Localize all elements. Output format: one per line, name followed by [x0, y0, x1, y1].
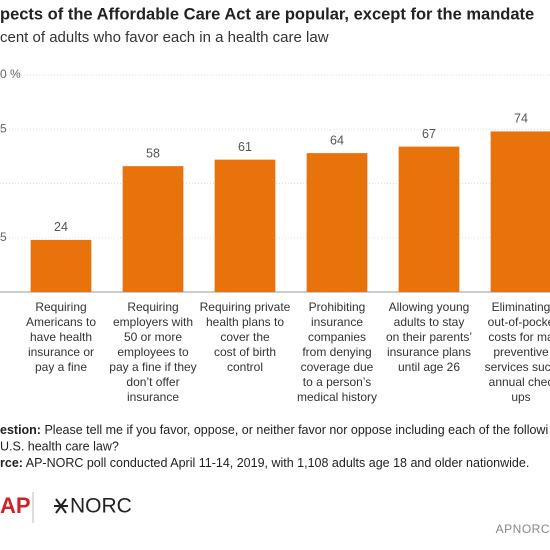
- question-note: estion: Please tell me if you favor, opp…: [0, 423, 548, 437]
- bar: [306, 153, 368, 292]
- value-label: 67: [422, 127, 436, 141]
- chart-subtitle: cent of adults who favor each in a healt…: [0, 29, 329, 46]
- value-label: 24: [54, 220, 68, 234]
- x-tick-label: Eliminating out-of-pocke costs for ma preve…: [485, 300, 550, 404]
- bar: [398, 146, 460, 292]
- question-text: Please tell me if you favor, oppose, or …: [44, 423, 548, 437]
- bar: [490, 131, 550, 292]
- norc-star: [54, 498, 68, 514]
- chart-title: pects of the Affordable Care Act are pop…: [0, 5, 534, 23]
- question-note-cont: U.S. health care law?: [0, 439, 119, 453]
- credit: APNORC: [496, 522, 550, 536]
- question-label: estion:: [0, 423, 41, 437]
- value-label: 74: [514, 112, 528, 126]
- y-tick-label: 5: [0, 121, 7, 135]
- x-tick-label: Requiring private health plans to cover th…: [200, 300, 291, 374]
- source-text: AP-NORC poll conducted April 11-14, 2019…: [26, 456, 530, 470]
- bar: [122, 166, 184, 292]
- source-note: rce: AP-NORC poll conducted April 11-14,…: [0, 456, 529, 470]
- x-tick-label: Allowing young adults to stay on their par…: [386, 300, 472, 374]
- y-tick-label: 5: [0, 230, 7, 244]
- x-tick-label: Requiring employers with 50 or more employe…: [109, 300, 196, 404]
- value-label: 64: [330, 133, 344, 147]
- x-tick-label: Requiring Americans to have health insuranc…: [26, 300, 96, 374]
- logo-ap: AP: [0, 493, 31, 518]
- value-label: 58: [146, 146, 160, 160]
- value-label: 61: [238, 140, 252, 154]
- y-tick-label: 0 %: [0, 67, 21, 81]
- source-label: rce:: [0, 456, 23, 470]
- x-tick-label: Prohibiting insurance companies from denyin…: [297, 300, 377, 404]
- bar: [30, 239, 92, 292]
- logo-norc: NORC: [70, 495, 132, 518]
- bar: [214, 159, 276, 292]
